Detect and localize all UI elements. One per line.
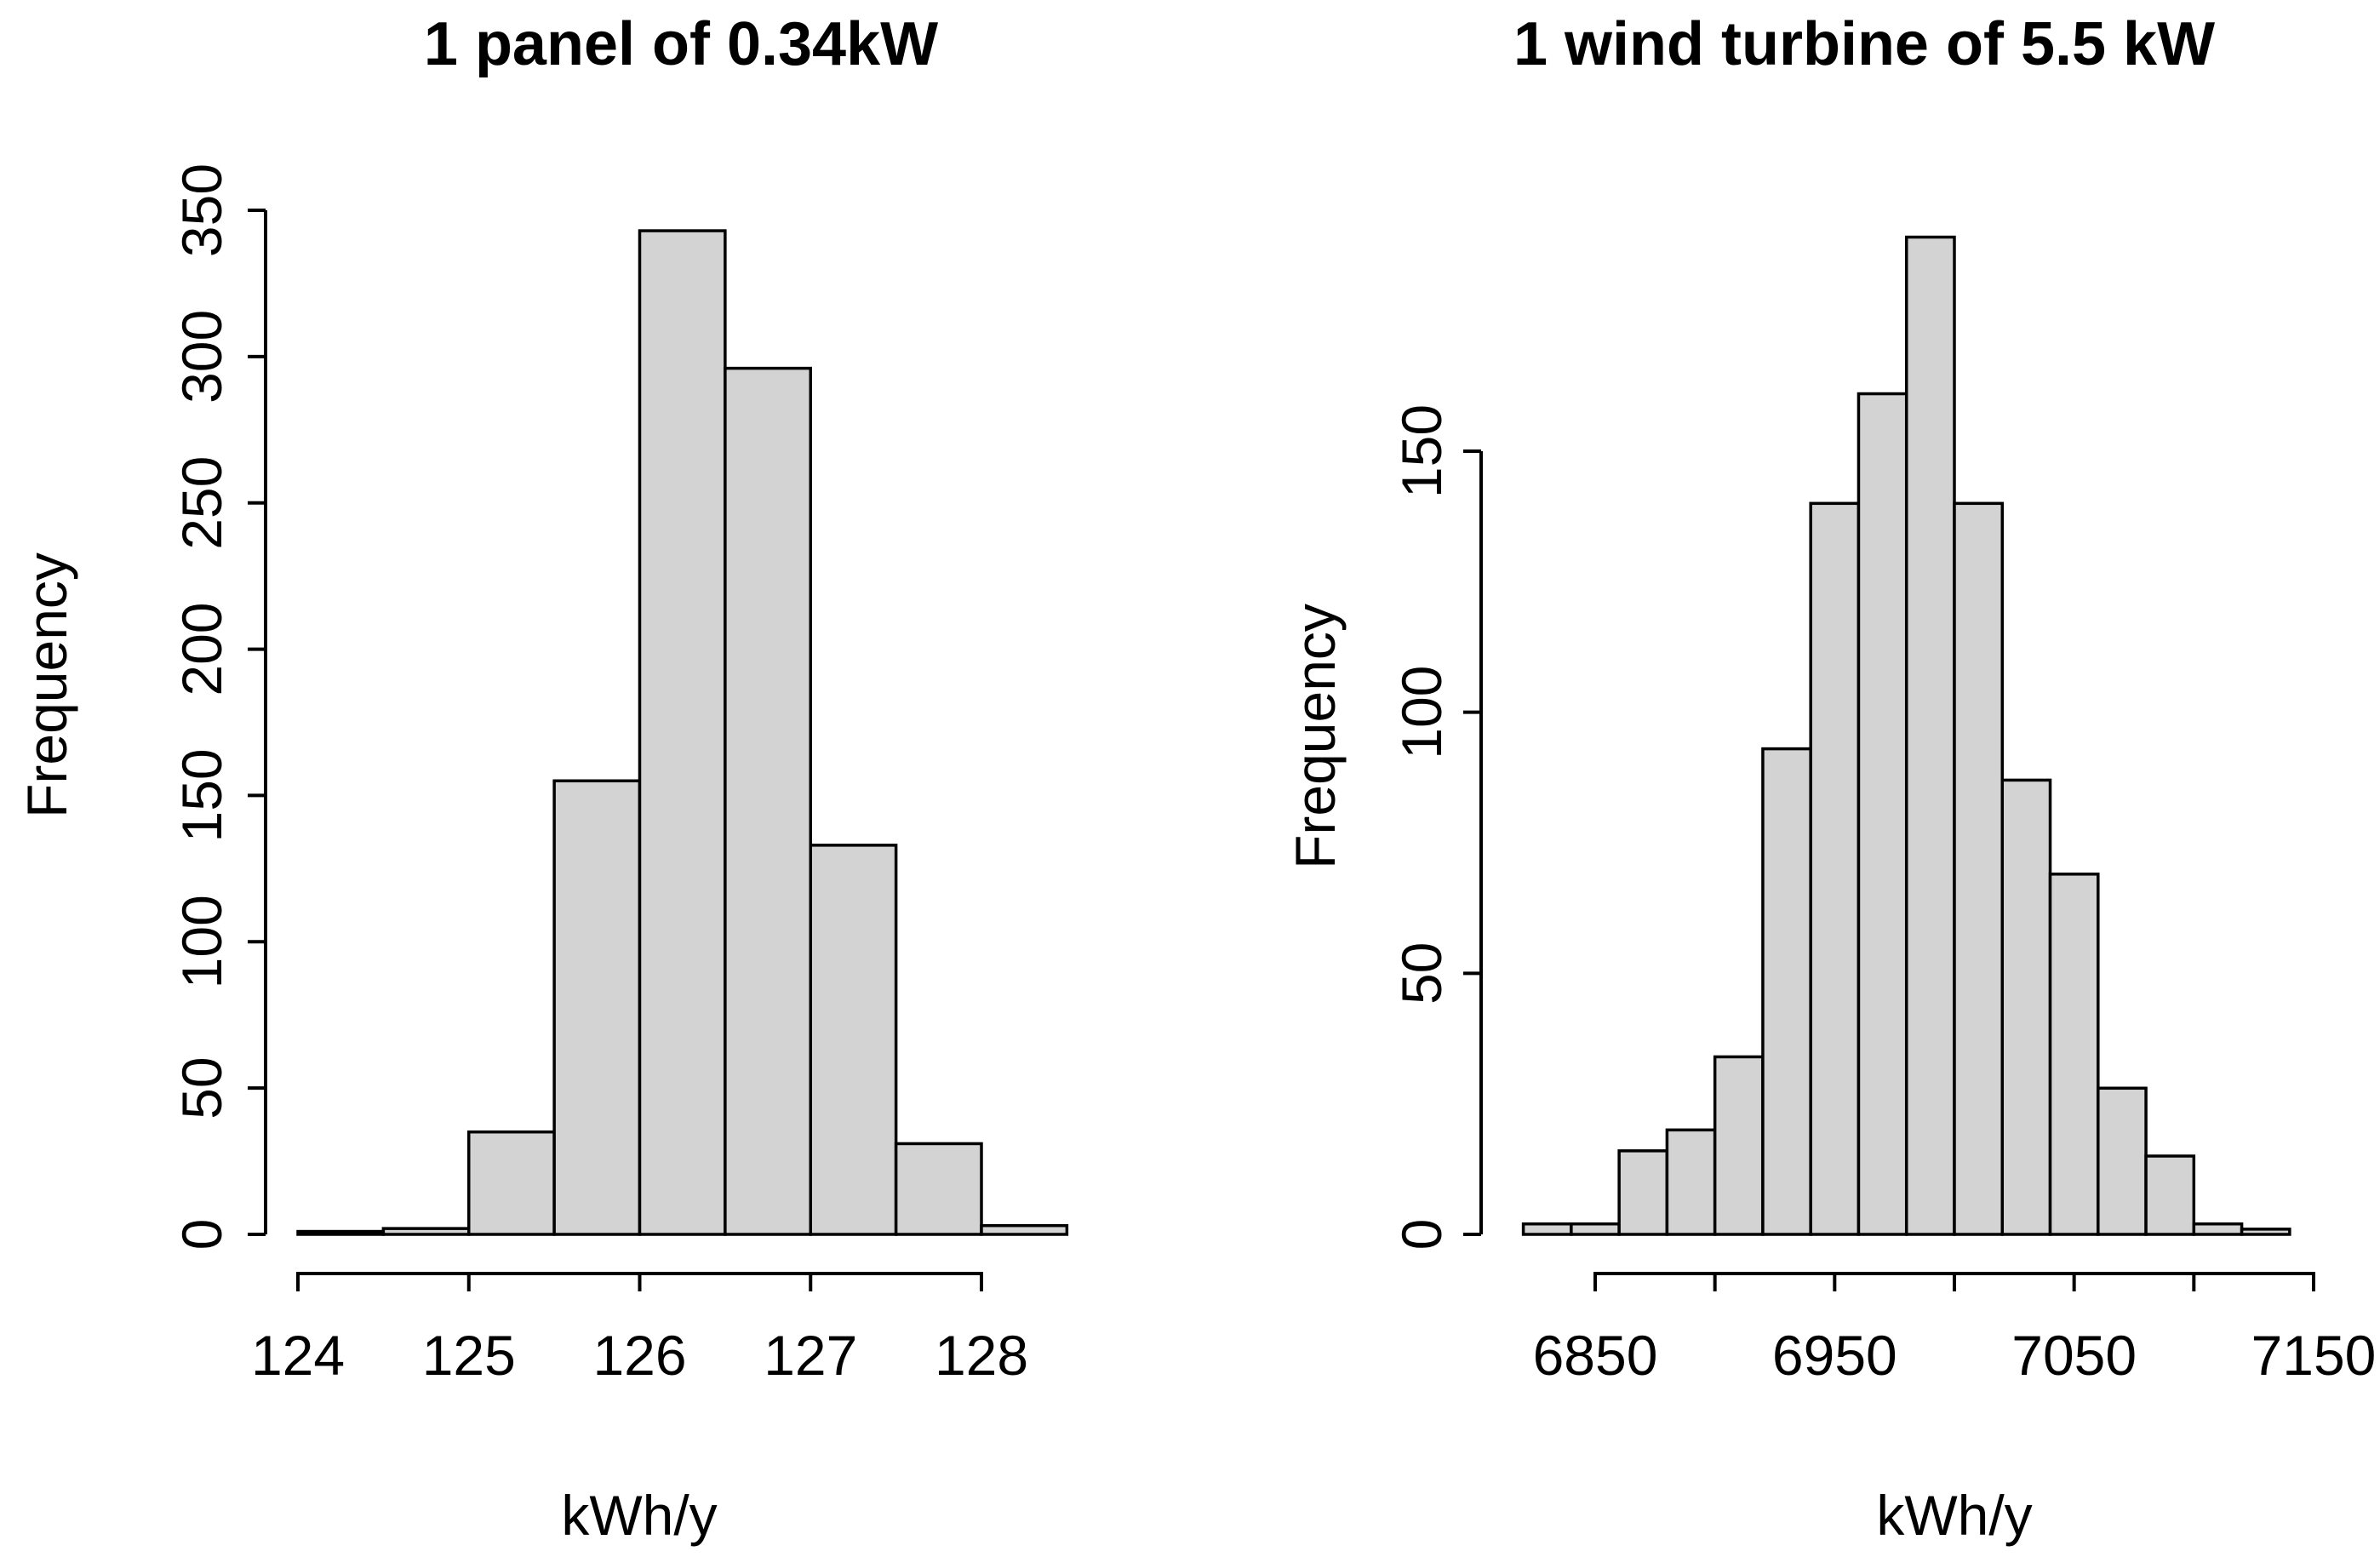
x-tick-label: 6950: [1772, 1324, 1897, 1387]
y-tick-label: 250: [170, 456, 233, 550]
right-plot-xaxis-label: kWh/y: [1876, 1484, 2033, 1547]
histogram-bar: [1953, 501, 2005, 1236]
histogram-bar: [980, 1223, 1069, 1236]
y-tick-label: 50: [1390, 942, 1453, 1005]
y-tick-label: 300: [170, 310, 233, 404]
y-tick-label: 100: [170, 895, 233, 988]
y-tick-label: 350: [170, 163, 233, 257]
histogram-bar: [894, 1142, 983, 1236]
histogram-bar: [1521, 1222, 1573, 1236]
histogram-bar: [809, 844, 898, 1236]
x-tick-label: 128: [935, 1324, 1028, 1387]
histogram-bar: [638, 229, 727, 1236]
x-tick-label: 127: [764, 1324, 857, 1387]
histogram-bar: [2192, 1222, 2244, 1236]
histogram-bar: [2097, 1086, 2148, 1236]
x-tick-label: 125: [422, 1324, 516, 1387]
right-plot-yaxis-label: Frequency: [1284, 604, 1347, 869]
x-tick-label: 126: [592, 1324, 686, 1387]
histogram-bar: [2144, 1154, 2196, 1236]
histogram-bar: [552, 779, 642, 1236]
histogram-bar: [724, 366, 812, 1236]
histogram-bar: [1617, 1149, 1669, 1236]
x-tick-label: 7050: [2011, 1324, 2137, 1387]
histogram-bar: [2000, 778, 2052, 1236]
right-plot-title: 1 wind turbine of 5.5 kW: [1513, 10, 2216, 78]
x-tick-label: 7150: [2251, 1324, 2377, 1387]
x-tick-label: 6850: [1533, 1324, 1658, 1387]
histogram-bar: [1761, 747, 1812, 1236]
y-tick-label: 150: [170, 748, 233, 842]
histogram-bar: [1904, 235, 1956, 1236]
x-tick-label: 124: [251, 1324, 345, 1387]
histogram-bar: [1857, 392, 1908, 1236]
histogram-bar: [467, 1130, 556, 1236]
histogram-bar: [1570, 1222, 1621, 1236]
left-plot-xaxis-label: kWh/y: [561, 1484, 718, 1547]
y-tick-label: 50: [170, 1056, 233, 1119]
left-plot-title: 1 panel of 0.34kW: [423, 10, 939, 78]
y-tick-label: 150: [1390, 404, 1453, 498]
y-tick-label: 100: [1390, 666, 1453, 759]
y-tick-label: 0: [1390, 1219, 1453, 1251]
histogram-bar: [2240, 1228, 2291, 1236]
y-tick-label: 0: [170, 1219, 233, 1251]
left-plot-yaxis-label: Frequency: [15, 552, 78, 818]
histogram-bar: [1665, 1128, 1717, 1236]
histogram-bar: [2048, 873, 2100, 1236]
histogram-bar: [1713, 1055, 1765, 1236]
histogram-bar: [296, 1229, 386, 1236]
histogram-bar: [381, 1227, 471, 1236]
histogram-bar: [1809, 501, 1861, 1236]
y-tick-label: 200: [170, 603, 233, 696]
